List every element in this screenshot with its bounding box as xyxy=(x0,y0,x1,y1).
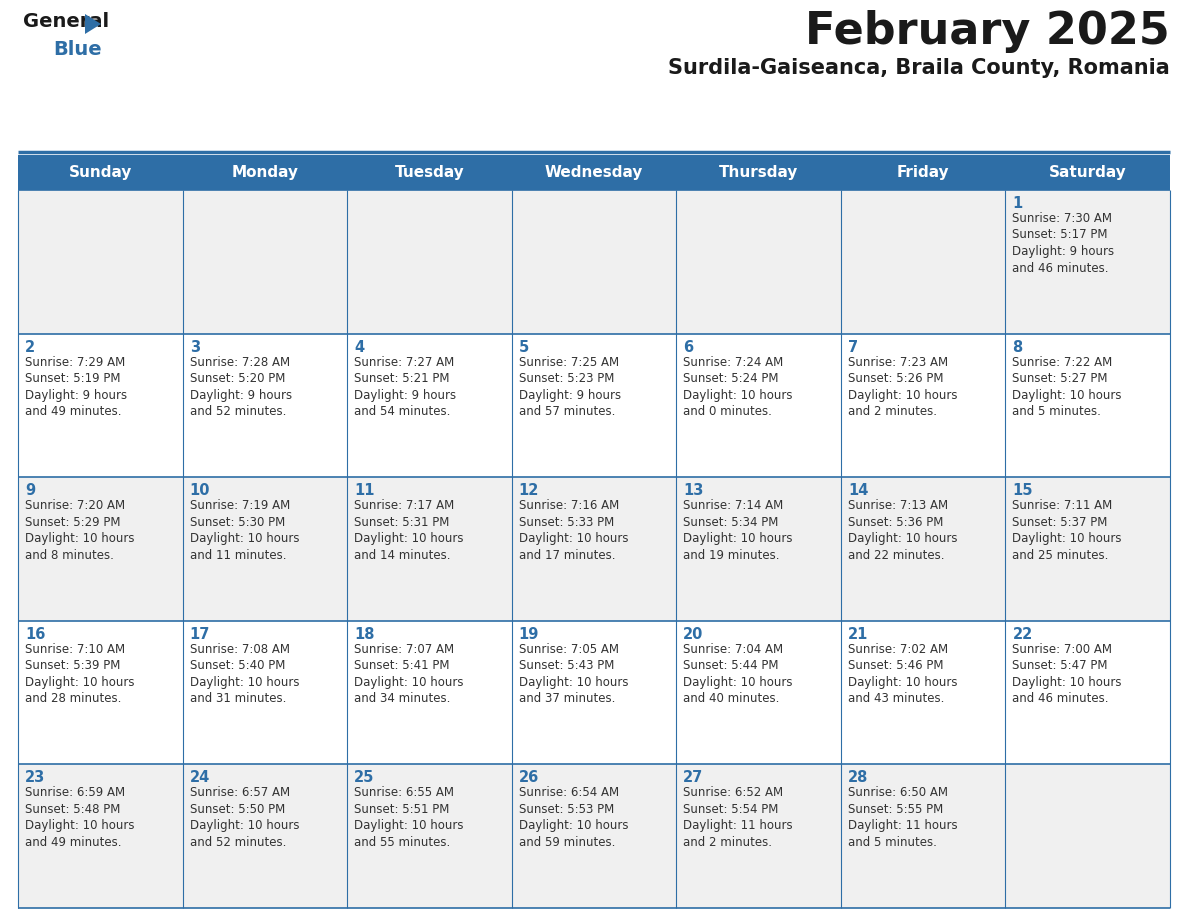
Text: Sunrise: 7:08 AM
Sunset: 5:40 PM
Daylight: 10 hours
and 31 minutes.: Sunrise: 7:08 AM Sunset: 5:40 PM Dayligh… xyxy=(190,643,299,705)
Text: Sunrise: 7:20 AM
Sunset: 5:29 PM
Daylight: 10 hours
and 8 minutes.: Sunrise: 7:20 AM Sunset: 5:29 PM Dayligh… xyxy=(25,499,134,562)
Text: Sunrise: 7:27 AM
Sunset: 5:21 PM
Daylight: 9 hours
and 54 minutes.: Sunrise: 7:27 AM Sunset: 5:21 PM Dayligh… xyxy=(354,355,456,418)
Text: Sunday: Sunday xyxy=(69,165,132,180)
Text: Sunrise: 6:54 AM
Sunset: 5:53 PM
Daylight: 10 hours
and 59 minutes.: Sunrise: 6:54 AM Sunset: 5:53 PM Dayligh… xyxy=(519,787,628,849)
Text: Sunrise: 6:59 AM
Sunset: 5:48 PM
Daylight: 10 hours
and 49 minutes.: Sunrise: 6:59 AM Sunset: 5:48 PM Dayligh… xyxy=(25,787,134,849)
Text: 19: 19 xyxy=(519,627,539,642)
Text: Tuesday: Tuesday xyxy=(394,165,465,180)
Text: Thursday: Thursday xyxy=(719,165,798,180)
Text: February 2025: February 2025 xyxy=(805,10,1170,53)
Text: 17: 17 xyxy=(190,627,210,642)
Text: Sunrise: 7:17 AM
Sunset: 5:31 PM
Daylight: 10 hours
and 14 minutes.: Sunrise: 7:17 AM Sunset: 5:31 PM Dayligh… xyxy=(354,499,463,562)
Text: 6: 6 xyxy=(683,340,694,354)
Text: 13: 13 xyxy=(683,483,703,498)
Text: 16: 16 xyxy=(25,627,45,642)
Text: 22: 22 xyxy=(1012,627,1032,642)
Text: 4: 4 xyxy=(354,340,365,354)
Bar xyxy=(18,333,1170,477)
Text: 28: 28 xyxy=(848,770,868,786)
Text: Sunrise: 7:29 AM
Sunset: 5:19 PM
Daylight: 9 hours
and 49 minutes.: Sunrise: 7:29 AM Sunset: 5:19 PM Dayligh… xyxy=(25,355,127,418)
Text: Saturday: Saturday xyxy=(1049,165,1126,180)
Text: 7: 7 xyxy=(848,340,858,354)
Text: Wednesday: Wednesday xyxy=(545,165,643,180)
Text: Sunrise: 7:28 AM
Sunset: 5:20 PM
Daylight: 9 hours
and 52 minutes.: Sunrise: 7:28 AM Sunset: 5:20 PM Dayligh… xyxy=(190,355,292,418)
Text: Sunrise: 7:07 AM
Sunset: 5:41 PM
Daylight: 10 hours
and 34 minutes.: Sunrise: 7:07 AM Sunset: 5:41 PM Dayligh… xyxy=(354,643,463,705)
Text: Sunrise: 7:16 AM
Sunset: 5:33 PM
Daylight: 10 hours
and 17 minutes.: Sunrise: 7:16 AM Sunset: 5:33 PM Dayligh… xyxy=(519,499,628,562)
Text: 10: 10 xyxy=(190,483,210,498)
Text: Surdila-Gaiseanca, Braila County, Romania: Surdila-Gaiseanca, Braila County, Romani… xyxy=(668,58,1170,78)
Text: 15: 15 xyxy=(1012,483,1032,498)
Text: General: General xyxy=(23,12,109,31)
Text: Sunrise: 7:04 AM
Sunset: 5:44 PM
Daylight: 10 hours
and 40 minutes.: Sunrise: 7:04 AM Sunset: 5:44 PM Dayligh… xyxy=(683,643,792,705)
Polygon shape xyxy=(86,14,101,34)
Text: 14: 14 xyxy=(848,483,868,498)
Text: 8: 8 xyxy=(1012,340,1023,354)
Text: 20: 20 xyxy=(683,627,703,642)
Text: 21: 21 xyxy=(848,627,868,642)
Text: Blue: Blue xyxy=(53,40,102,59)
Bar xyxy=(18,477,1170,621)
Text: 25: 25 xyxy=(354,770,374,786)
Text: Sunrise: 7:30 AM
Sunset: 5:17 PM
Daylight: 9 hours
and 46 minutes.: Sunrise: 7:30 AM Sunset: 5:17 PM Dayligh… xyxy=(1012,212,1114,274)
Text: Sunrise: 6:57 AM
Sunset: 5:50 PM
Daylight: 10 hours
and 52 minutes.: Sunrise: 6:57 AM Sunset: 5:50 PM Dayligh… xyxy=(190,787,299,849)
Bar xyxy=(18,621,1170,765)
Text: Friday: Friday xyxy=(897,165,949,180)
Text: Sunrise: 6:55 AM
Sunset: 5:51 PM
Daylight: 10 hours
and 55 minutes.: Sunrise: 6:55 AM Sunset: 5:51 PM Dayligh… xyxy=(354,787,463,849)
Text: Sunrise: 7:22 AM
Sunset: 5:27 PM
Daylight: 10 hours
and 5 minutes.: Sunrise: 7:22 AM Sunset: 5:27 PM Dayligh… xyxy=(1012,355,1121,418)
Text: Sunrise: 7:14 AM
Sunset: 5:34 PM
Daylight: 10 hours
and 19 minutes.: Sunrise: 7:14 AM Sunset: 5:34 PM Dayligh… xyxy=(683,499,792,562)
Text: 27: 27 xyxy=(683,770,703,786)
Text: Sunrise: 7:19 AM
Sunset: 5:30 PM
Daylight: 10 hours
and 11 minutes.: Sunrise: 7:19 AM Sunset: 5:30 PM Dayligh… xyxy=(190,499,299,562)
Text: 3: 3 xyxy=(190,340,200,354)
Bar xyxy=(18,155,1170,190)
Text: Sunrise: 7:05 AM
Sunset: 5:43 PM
Daylight: 10 hours
and 37 minutes.: Sunrise: 7:05 AM Sunset: 5:43 PM Dayligh… xyxy=(519,643,628,705)
Text: 23: 23 xyxy=(25,770,45,786)
Text: 5: 5 xyxy=(519,340,529,354)
Text: Sunrise: 7:24 AM
Sunset: 5:24 PM
Daylight: 10 hours
and 0 minutes.: Sunrise: 7:24 AM Sunset: 5:24 PM Dayligh… xyxy=(683,355,792,418)
Text: 26: 26 xyxy=(519,770,539,786)
Text: Sunrise: 7:13 AM
Sunset: 5:36 PM
Daylight: 10 hours
and 22 minutes.: Sunrise: 7:13 AM Sunset: 5:36 PM Dayligh… xyxy=(848,499,958,562)
Text: Sunrise: 6:50 AM
Sunset: 5:55 PM
Daylight: 11 hours
and 5 minutes.: Sunrise: 6:50 AM Sunset: 5:55 PM Dayligh… xyxy=(848,787,958,849)
Text: Sunrise: 7:11 AM
Sunset: 5:37 PM
Daylight: 10 hours
and 25 minutes.: Sunrise: 7:11 AM Sunset: 5:37 PM Dayligh… xyxy=(1012,499,1121,562)
Text: 24: 24 xyxy=(190,770,210,786)
Bar xyxy=(18,190,1170,333)
Text: Monday: Monday xyxy=(232,165,298,180)
Text: Sunrise: 7:10 AM
Sunset: 5:39 PM
Daylight: 10 hours
and 28 minutes.: Sunrise: 7:10 AM Sunset: 5:39 PM Dayligh… xyxy=(25,643,134,705)
Text: 2: 2 xyxy=(25,340,36,354)
Text: Sunrise: 7:25 AM
Sunset: 5:23 PM
Daylight: 9 hours
and 57 minutes.: Sunrise: 7:25 AM Sunset: 5:23 PM Dayligh… xyxy=(519,355,621,418)
Text: Sunrise: 7:23 AM
Sunset: 5:26 PM
Daylight: 10 hours
and 2 minutes.: Sunrise: 7:23 AM Sunset: 5:26 PM Dayligh… xyxy=(848,355,958,418)
Text: 11: 11 xyxy=(354,483,374,498)
Text: 12: 12 xyxy=(519,483,539,498)
Text: Sunrise: 7:02 AM
Sunset: 5:46 PM
Daylight: 10 hours
and 43 minutes.: Sunrise: 7:02 AM Sunset: 5:46 PM Dayligh… xyxy=(848,643,958,705)
Bar xyxy=(18,765,1170,908)
Text: 18: 18 xyxy=(354,627,374,642)
Text: 1: 1 xyxy=(1012,196,1023,211)
Text: 9: 9 xyxy=(25,483,36,498)
Text: Sunrise: 7:00 AM
Sunset: 5:47 PM
Daylight: 10 hours
and 46 minutes.: Sunrise: 7:00 AM Sunset: 5:47 PM Dayligh… xyxy=(1012,643,1121,705)
Text: Sunrise: 6:52 AM
Sunset: 5:54 PM
Daylight: 11 hours
and 2 minutes.: Sunrise: 6:52 AM Sunset: 5:54 PM Dayligh… xyxy=(683,787,792,849)
